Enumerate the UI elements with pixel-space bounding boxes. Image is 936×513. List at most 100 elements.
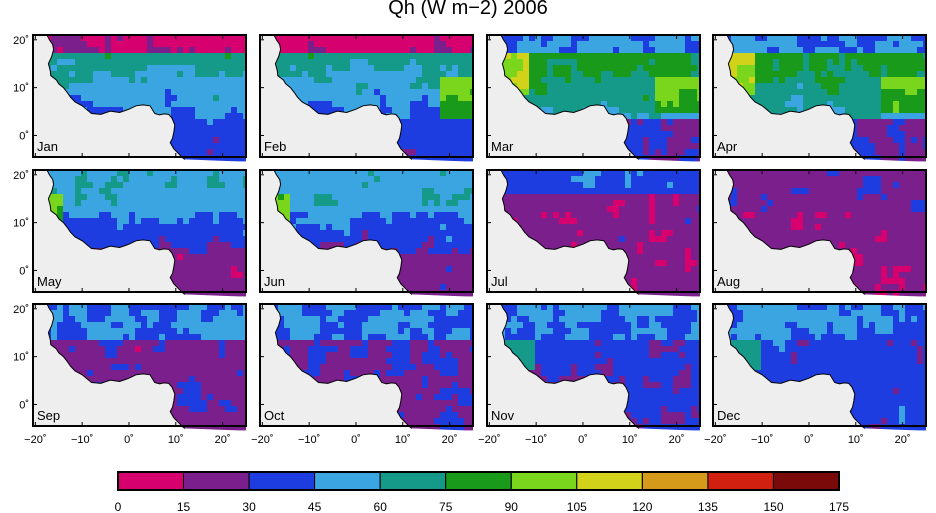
colorbar-swatch — [445, 471, 512, 491]
colorbar-swatch — [248, 471, 316, 491]
lon-tick-label: 10˚ — [395, 434, 411, 446]
panel-frame — [486, 34, 701, 158]
month-label: Jun — [264, 274, 285, 289]
panel-frame — [32, 169, 247, 293]
month-label: Dec — [717, 408, 741, 423]
map-panel-dec: Dec −20˚ −10˚ 0˚ 10˚ 20˚ — [704, 303, 927, 446]
lon-tick-label: −10˚ — [751, 434, 773, 446]
map-panel-may: May 20˚ 10˚ 0˚ — [13, 169, 247, 297]
map-panel-jan: Jan 20˚ 10˚ 0˚ — [13, 34, 247, 162]
panel-frame — [259, 34, 474, 158]
colorbar-tick-label: 30 — [242, 500, 256, 513]
colorbar-swatch — [510, 471, 578, 491]
month-label: May — [37, 274, 62, 289]
colorbar-swatch — [117, 471, 184, 491]
colorbar-tick-label: 105 — [567, 500, 587, 513]
lon-tick-label: −20˚ — [24, 434, 46, 446]
colorbar-swatch — [314, 471, 381, 491]
coastline — [726, 169, 866, 295]
month-label: Jan — [37, 139, 58, 154]
coastline — [273, 169, 413, 295]
panel-frame — [32, 34, 247, 158]
map-panel-nov: Nov −20˚ −10˚ 0˚ 10˚ 20˚ — [478, 303, 701, 446]
colorbar-tick-label: 120 — [632, 500, 652, 513]
lon-tick-label: 20˚ — [669, 434, 685, 446]
lon-tick-label: 20˚ — [442, 434, 458, 446]
map-panel-oct: Oct −20˚ −10˚ 0˚ 10˚ 20˚ — [251, 303, 474, 446]
colorbar-swatch — [576, 471, 643, 491]
month-label: Apr — [717, 139, 738, 154]
coastline — [500, 34, 640, 160]
colorbar-swatch — [379, 471, 447, 491]
panel-frame — [712, 169, 927, 293]
colorbar: 0 15 30 45 60 75 90 105 120 135 150 175 — [115, 471, 849, 513]
colorbar-swatch — [707, 471, 774, 491]
coastline — [500, 169, 640, 295]
lon-tick-label: −10˚ — [525, 434, 547, 446]
coastline — [726, 303, 866, 429]
panel-frame — [259, 169, 474, 293]
colorbar-tick-label: 0 — [115, 500, 122, 513]
lat-tick-label: 10˚ — [13, 218, 29, 230]
panel-frame — [32, 303, 247, 427]
lon-tick-label: 20˚ — [895, 434, 911, 446]
lon-tick-label: 0˚ — [804, 434, 814, 446]
month-label: Jul — [491, 274, 508, 289]
lon-tick-label: 20˚ — [215, 434, 231, 446]
lon-tick-label: −20˚ — [251, 434, 273, 446]
colorbar-tick-label: 150 — [763, 500, 783, 513]
coastline — [726, 34, 866, 160]
coastline — [273, 303, 413, 429]
lon-tick-label: 10˚ — [168, 434, 184, 446]
colorbar-swatch — [183, 471, 250, 491]
figure-title: Qh (W m−2) 2006 — [388, 0, 548, 19]
colorbar-tick-label: 135 — [698, 500, 718, 513]
lat-tick-label: 10˚ — [13, 83, 29, 95]
map-panel-jun: Jun — [259, 169, 474, 297]
colorbar-tick-label: 45 — [308, 500, 322, 513]
lon-tick-label: −10˚ — [298, 434, 320, 446]
colorbar-tick-label: 175 — [829, 500, 849, 513]
colorbar-swatch — [641, 471, 709, 491]
colorbar-tick-label: 15 — [177, 500, 191, 513]
lon-tick-label: 0˚ — [578, 434, 588, 446]
lat-tick-label: 0˚ — [19, 130, 29, 142]
map-panel-jul: Jul — [486, 169, 701, 297]
colorbar-frame — [117, 471, 840, 491]
colorbar-tick-label: 90 — [505, 500, 519, 513]
month-label: Mar — [491, 139, 514, 154]
lat-tick-label: 20˚ — [13, 304, 29, 316]
coastline — [46, 34, 186, 160]
map-panel-apr: Apr — [712, 34, 927, 162]
month-label: Oct — [264, 408, 285, 423]
lon-tick-label: −20˚ — [704, 434, 726, 446]
coastline — [46, 303, 186, 429]
panel-frame — [712, 303, 927, 427]
map-panel-feb: Feb — [259, 34, 474, 162]
lon-tick-label: 0˚ — [351, 434, 361, 446]
lat-tick-label: 0˚ — [19, 265, 29, 277]
coastline — [273, 34, 413, 160]
colorbar-tick-label: 75 — [439, 500, 453, 513]
coastline — [46, 169, 186, 295]
colorbar-tick-label: 60 — [374, 500, 388, 513]
panel-frame — [486, 169, 701, 293]
panel-frame — [712, 34, 927, 158]
panel-frame — [259, 303, 474, 427]
lat-tick-label: 0˚ — [19, 399, 29, 411]
month-label: Aug — [717, 274, 740, 289]
lat-tick-label: 10˚ — [13, 352, 29, 364]
lat-tick-label: 20˚ — [13, 35, 29, 47]
coastline — [500, 303, 640, 429]
panel-frame — [486, 303, 701, 427]
lon-tick-label: −10˚ — [71, 434, 93, 446]
map-panel-aug: Aug — [712, 169, 927, 297]
lon-tick-label: 10˚ — [848, 434, 864, 446]
month-label: Nov — [491, 408, 515, 423]
map-panel-sep: Sep 20˚ 10˚ 0˚ −20˚ −10˚ 0˚ 10˚ 20˚ — [13, 303, 247, 446]
colorbar-swatch — [773, 471, 840, 491]
month-label: Feb — [264, 139, 286, 154]
month-label: Sep — [37, 408, 60, 423]
lon-tick-label: 0˚ — [124, 434, 134, 446]
